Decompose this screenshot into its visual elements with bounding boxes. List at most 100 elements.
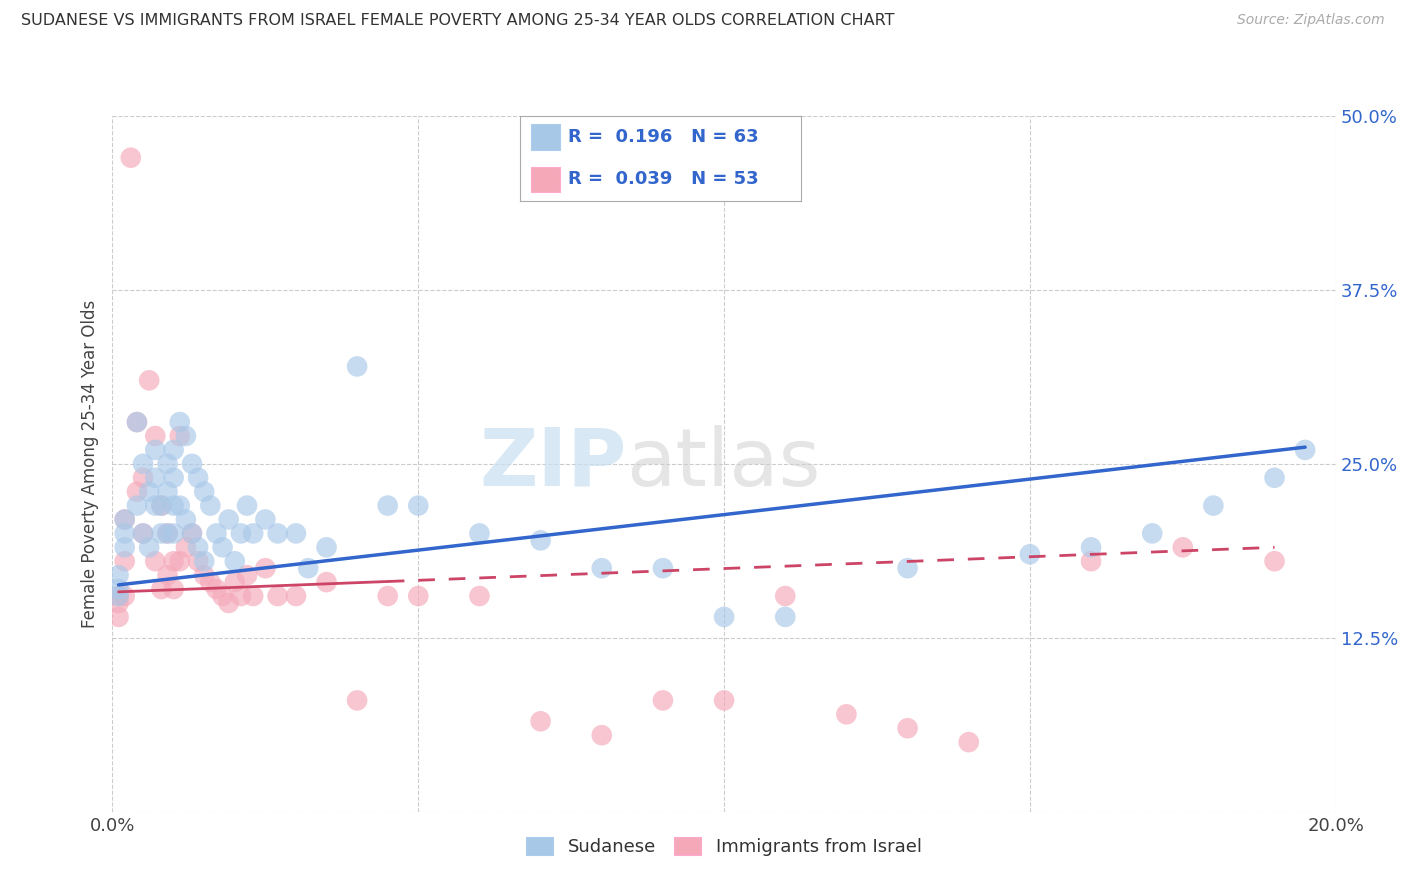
Point bbox=[193, 568, 215, 582]
Point bbox=[591, 728, 613, 742]
Point bbox=[143, 499, 166, 513]
Point bbox=[150, 499, 173, 513]
Point bbox=[107, 568, 129, 582]
Point bbox=[107, 610, 129, 624]
Point bbox=[143, 429, 166, 443]
Point bbox=[408, 589, 430, 603]
Point bbox=[150, 526, 173, 541]
Point bbox=[143, 471, 166, 485]
Point bbox=[229, 589, 252, 603]
Point bbox=[163, 471, 186, 485]
Point bbox=[169, 415, 191, 429]
Point bbox=[193, 484, 215, 499]
Point bbox=[284, 589, 308, 603]
Point bbox=[218, 596, 240, 610]
Text: ZIP: ZIP bbox=[479, 425, 626, 503]
Point bbox=[169, 429, 191, 443]
Point bbox=[236, 499, 259, 513]
Point bbox=[107, 596, 129, 610]
Point bbox=[1202, 499, 1225, 513]
Point bbox=[242, 526, 264, 541]
Point bbox=[224, 554, 246, 568]
Point bbox=[125, 484, 148, 499]
Point bbox=[163, 442, 186, 457]
Point bbox=[1018, 547, 1040, 561]
Point bbox=[114, 589, 136, 603]
Point bbox=[530, 533, 553, 548]
Point bbox=[713, 693, 735, 707]
Point bbox=[156, 484, 179, 499]
Point bbox=[107, 582, 129, 596]
Point bbox=[218, 512, 240, 526]
Text: SUDANESE VS IMMIGRANTS FROM ISRAEL FEMALE POVERTY AMONG 25-34 YEAR OLDS CORRELAT: SUDANESE VS IMMIGRANTS FROM ISRAEL FEMAL… bbox=[21, 13, 894, 29]
Point bbox=[236, 568, 259, 582]
Point bbox=[156, 457, 179, 471]
Point bbox=[132, 526, 155, 541]
Point bbox=[254, 561, 277, 575]
Point bbox=[156, 568, 179, 582]
Point bbox=[468, 526, 491, 541]
Point bbox=[163, 526, 186, 541]
Point bbox=[174, 429, 197, 443]
Point bbox=[1264, 471, 1286, 485]
Point bbox=[346, 693, 368, 707]
Point bbox=[125, 499, 148, 513]
Bar bbox=[531, 167, 560, 192]
Point bbox=[181, 457, 204, 471]
Point bbox=[138, 484, 160, 499]
Point bbox=[156, 526, 179, 541]
Point bbox=[143, 554, 166, 568]
Point bbox=[254, 512, 277, 526]
Point bbox=[150, 582, 173, 596]
Point bbox=[1080, 554, 1102, 568]
Point bbox=[107, 589, 129, 603]
Point bbox=[132, 526, 155, 541]
Point bbox=[125, 415, 148, 429]
Point bbox=[132, 457, 155, 471]
Point bbox=[193, 554, 215, 568]
Point bbox=[174, 512, 197, 526]
Point bbox=[897, 561, 920, 575]
Point bbox=[169, 499, 191, 513]
Point bbox=[211, 541, 233, 555]
Point bbox=[346, 359, 368, 374]
Point bbox=[211, 589, 233, 603]
Point bbox=[377, 589, 399, 603]
Point bbox=[114, 554, 136, 568]
Point bbox=[591, 561, 613, 575]
Point bbox=[200, 499, 222, 513]
Point bbox=[138, 373, 160, 387]
Point bbox=[205, 526, 228, 541]
Point bbox=[132, 471, 155, 485]
Point bbox=[163, 554, 186, 568]
Point bbox=[224, 575, 246, 590]
Point bbox=[242, 589, 264, 603]
Point bbox=[713, 610, 735, 624]
Point bbox=[125, 415, 148, 429]
Point bbox=[1171, 541, 1194, 555]
Point bbox=[200, 575, 222, 590]
Point bbox=[1142, 526, 1164, 541]
Point bbox=[187, 541, 209, 555]
Point bbox=[114, 526, 136, 541]
Point bbox=[1264, 554, 1286, 568]
Point bbox=[775, 610, 797, 624]
Point bbox=[181, 526, 204, 541]
Bar bbox=[531, 125, 560, 150]
Point bbox=[187, 471, 209, 485]
Text: R =  0.196   N = 63: R = 0.196 N = 63 bbox=[568, 128, 759, 145]
Point bbox=[163, 499, 186, 513]
Point bbox=[652, 561, 675, 575]
Point bbox=[775, 589, 797, 603]
Point bbox=[187, 554, 209, 568]
Point bbox=[181, 526, 204, 541]
Point bbox=[297, 561, 319, 575]
Point bbox=[284, 526, 308, 541]
Point bbox=[468, 589, 491, 603]
Point bbox=[169, 554, 191, 568]
Y-axis label: Female Poverty Among 25-34 Year Olds: Female Poverty Among 25-34 Year Olds bbox=[80, 300, 98, 628]
Point bbox=[266, 526, 288, 541]
Point bbox=[114, 512, 136, 526]
Point bbox=[143, 442, 166, 457]
Point bbox=[315, 575, 337, 590]
